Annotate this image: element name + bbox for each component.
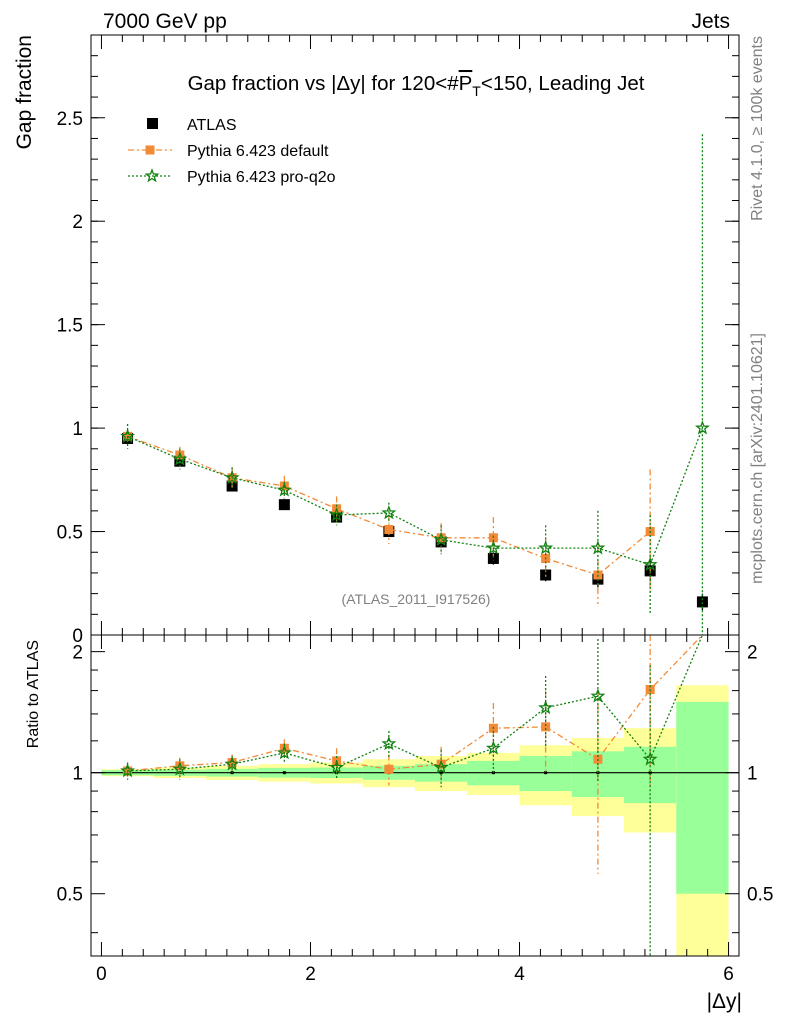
y-tick-label-ratio-right: 2 [747,643,758,664]
data-point [329,759,345,774]
y-tick-label-main: 0 [72,626,83,647]
atlas-ratio-point [544,771,548,775]
atlas-ratio-point [648,771,652,775]
data-point [172,451,188,466]
x-axis-label: |Δy| [707,990,742,1013]
analysis-watermark: (ATLAS_2011_I917526) [342,591,491,607]
series-line-pythia-6-423-pro-q2o [127,634,703,772]
series-pythia-6-423-default [123,430,655,604]
data-point [120,428,136,443]
legend-proq2o-marker [144,168,160,183]
data-point [488,533,498,543]
data-point [120,763,136,778]
uncertainty-bands [101,685,729,956]
data-point [278,499,290,511]
data-point [384,524,394,534]
legend-default-marker [145,145,155,155]
chart-title-pre: Gap fraction vs |Δy| for 120<# [188,72,460,95]
y-axis-label-ratio: Ratio to ATLAS [25,640,42,748]
atlas-ratio-point [282,771,286,775]
data-point [329,507,345,522]
rivet-label: Rivet 4.1.0, ≥ 100k events [749,36,766,221]
y-tick-label-ratio: 2 [72,643,83,664]
data-point [538,699,554,715]
y-tick-label-main: 2 [72,212,83,233]
atlas-ratio-point [439,771,443,775]
legend-atlas-marker [147,118,158,129]
series-line-pythia-6-423-pro-q2o [127,427,704,566]
header-right: Jets [691,10,730,33]
y-tick-label-ratio: 1 [72,764,83,785]
series-line-pythia-6-423-default [127,634,703,772]
y-tick-label-ratio-right: 0.5 [747,885,773,906]
band-inner [676,701,729,894]
data-point [175,761,185,771]
data-point [590,540,606,555]
data-point [227,758,237,768]
data-point [642,751,658,766]
legend-default-label: Pythia 6.423 default [187,143,329,160]
data-point [485,540,501,555]
data-point [485,740,501,755]
data-point [538,540,554,555]
chart-title: Gap fraction vs |Δy| for 120<#PT<150, Le… [188,72,645,99]
data-point [433,531,449,547]
y-tick-label-main: 2.5 [57,109,83,130]
data-point [590,688,606,703]
y-tick-label-main: 0.5 [57,523,83,544]
x-tick-label: 0 [96,964,107,985]
legend: ATLAS Pythia 6.423 default Pythia 6.423 … [128,117,336,186]
data-point [381,505,397,520]
mcplots-label: mcplots.cern.ch [arXiv:2401.10621] [749,333,766,584]
axes: 00.511.522.50 2 4 60.5 0.51 12 2 [57,35,773,985]
data-point [224,756,240,771]
chart-title-post: <150, Leading Jet [481,72,645,95]
data-point [433,759,449,774]
y-tick-label-ratio-right: 1 [747,764,758,785]
ratio-panel [91,634,739,956]
data-point [694,420,710,435]
series-pythia-6-423-pro-q2o [120,634,703,956]
data-point [276,745,292,760]
chart-title-p: P [459,72,473,95]
series-pythia-6-423-pro-q2o [120,134,710,635]
data-point [541,722,551,732]
data-point [487,552,499,564]
legend-proq2o-label: Pythia 6.423 pro-q2o [187,169,336,186]
x-tick-label: 2 [305,964,316,985]
header-left: 7000 GeV pp [103,10,227,33]
y-tick-label-ratio: 0.5 [57,885,83,906]
data-point [384,764,394,774]
main-panel [120,134,710,635]
data-point [696,596,708,608]
series-line-pythia-6-423-default [127,435,651,576]
series-atlas [122,432,708,611]
data-point [381,735,397,751]
x-tick-label: 4 [514,964,525,985]
legend-atlas-label: ATLAS [187,117,237,134]
data-point [224,469,240,485]
x-tick-label: 6 [723,964,734,985]
data-point [172,761,188,776]
y-tick-label-main: 1.5 [57,316,83,337]
y-axis-label-main: Gap fraction [13,35,36,149]
data-point [436,759,446,769]
data-point [642,556,658,572]
chart-title-sub: T [472,83,481,99]
data-point [276,482,292,497]
y-tick-label-main: 1 [72,419,83,440]
